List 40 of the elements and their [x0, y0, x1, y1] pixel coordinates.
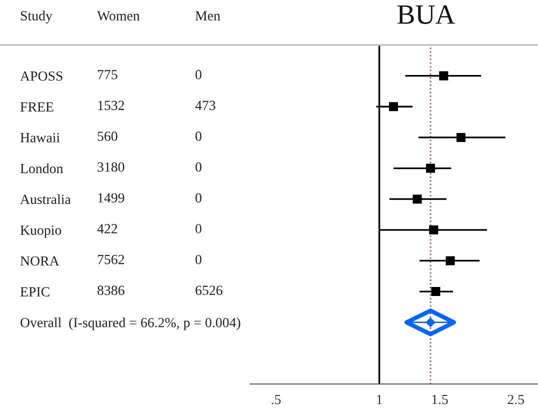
x-tick-label: .5	[272, 394, 281, 404]
text: 1532	[98, 100, 124, 110]
chart-title: BUA	[397, 5, 456, 24]
y-axis-title: Study	[20, 10, 52, 24]
x-tick-label: 2.5	[508, 394, 524, 404]
text: 1499	[98, 193, 124, 203]
y-tick-label: London	[20, 163, 63, 174]
y-tick-label: Overall (I-squared = 66.2%, p = 0.004)	[20, 318, 240, 330]
text: Men	[195, 11, 220, 20]
text: Women	[97, 11, 140, 21]
y-tick-label: Kuopio	[20, 226, 62, 238]
text: 775	[98, 70, 118, 80]
text: 0	[196, 224, 202, 234]
point	[429, 225, 438, 234]
text: 6526	[196, 286, 222, 296]
point	[431, 287, 440, 296]
y-tick-label: APOSS	[20, 71, 62, 81]
point	[426, 318, 436, 327]
text: 0	[196, 132, 202, 141]
x-tick-label: 1.5	[432, 394, 448, 404]
y-tick-label: EPIC	[20, 287, 50, 296]
point	[446, 256, 455, 266]
point	[412, 194, 422, 204]
text: 422	[97, 224, 118, 234]
y-tick-label: Australia	[20, 194, 71, 204]
text: 0	[196, 162, 202, 172]
text: 0	[196, 70, 202, 80]
text: 473	[195, 100, 216, 110]
text: 3180	[98, 162, 124, 172]
text: 0	[196, 193, 202, 203]
point	[426, 164, 436, 173]
y-tick-label: Hawaii	[20, 133, 60, 142]
y-tick-label: NORA	[20, 256, 60, 266]
x-tick-label: 1	[377, 394, 382, 404]
point	[439, 71, 448, 80]
text: 0	[196, 254, 202, 264]
y-tick-label: FREE	[20, 102, 54, 112]
text: 560	[98, 132, 118, 141]
text: 7562	[98, 254, 124, 264]
text: 8386	[98, 286, 124, 296]
